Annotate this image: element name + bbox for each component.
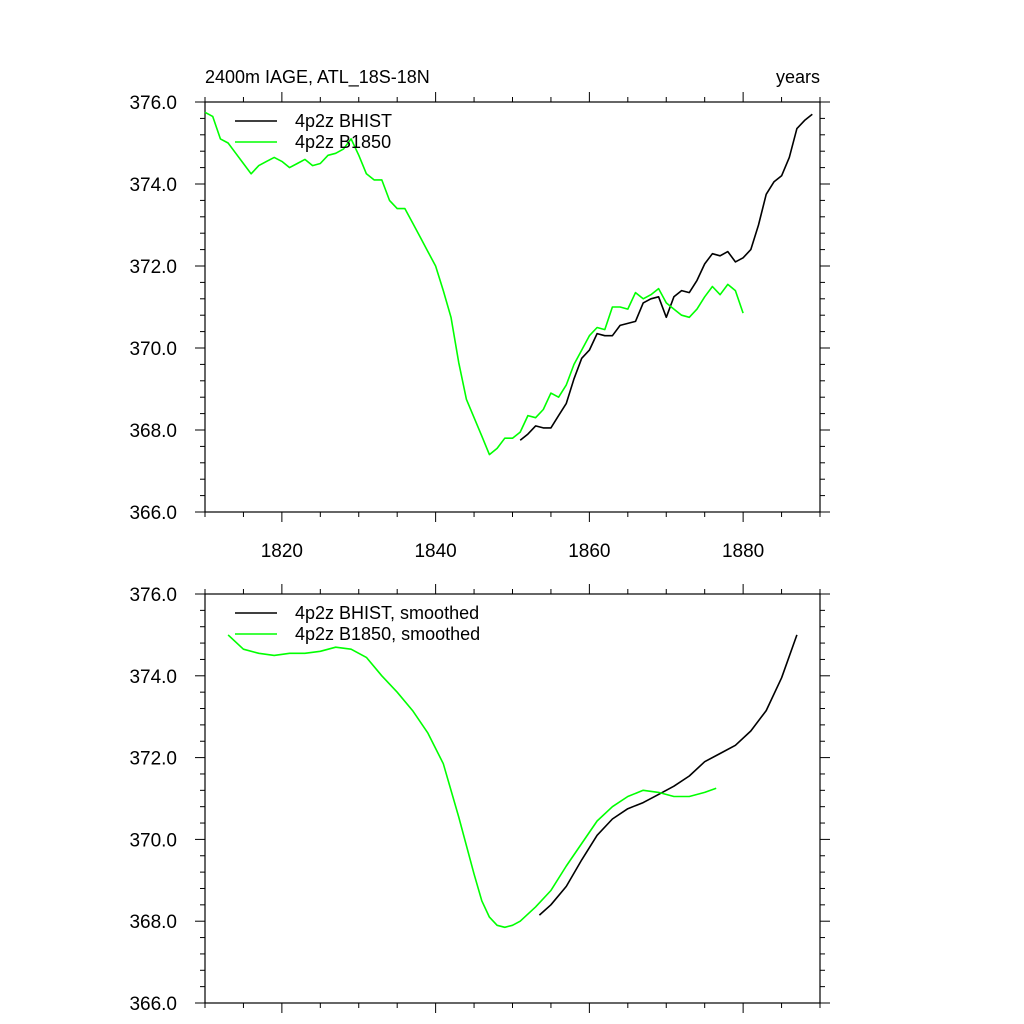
units-label: years bbox=[776, 67, 820, 87]
plot-frame bbox=[204, 593, 821, 1004]
x-tick-label: 1860 bbox=[568, 541, 610, 562]
legend-label-2: 4p2z B1850 bbox=[295, 132, 391, 152]
legend-label-1: 4p2z BHIST bbox=[295, 111, 392, 131]
y-tick-label: 366.0 bbox=[129, 503, 177, 524]
y-tick-label: 370.0 bbox=[129, 830, 177, 851]
legend-label-1: 4p2z BHIST, smoothed bbox=[295, 603, 479, 623]
y-tick-label: 370.0 bbox=[129, 339, 177, 360]
chart-panel-1: 1820 1840 1860 1880 366.0 368.0 370.0 372.0 374.… bbox=[129, 67, 830, 562]
y-tick-label: 372.0 bbox=[129, 257, 177, 278]
y-tick-label: 368.0 bbox=[129, 421, 177, 442]
y-tick-label: 376.0 bbox=[129, 585, 177, 606]
series-line-2 bbox=[204, 111, 744, 456]
x-tick-label: 1820 bbox=[261, 541, 303, 562]
chart-title: 2400m IAGE, ATL_18S-18N bbox=[205, 67, 430, 88]
y-tick-label: 368.0 bbox=[129, 912, 177, 933]
x-tick-label: 1840 bbox=[414, 541, 456, 562]
y-tick-label: 372.0 bbox=[129, 749, 177, 770]
series-line-2 bbox=[227, 634, 717, 929]
series-line-1 bbox=[538, 634, 798, 916]
y-tick-label: 366.0 bbox=[129, 994, 177, 1015]
y-tick-label: 374.0 bbox=[129, 667, 177, 688]
chart-panel-2: 366.0 368.0 370.0 372.0 374.0 376.0 4p2z BHIST… bbox=[129, 584, 830, 1015]
legend-label-2: 4p2z B1850, smoothed bbox=[295, 624, 480, 644]
y-tick-label: 376.0 bbox=[129, 93, 177, 114]
y-tick-label: 374.0 bbox=[129, 175, 177, 196]
x-tick-label: 1880 bbox=[722, 541, 764, 562]
series-line-1 bbox=[519, 113, 813, 441]
